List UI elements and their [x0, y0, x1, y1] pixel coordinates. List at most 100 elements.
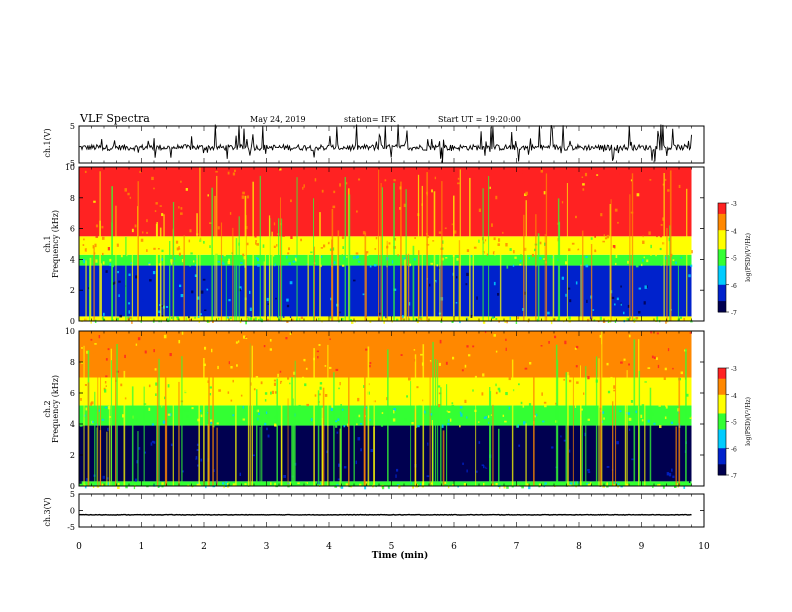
spectrogram-speck [226, 400, 230, 403]
spectrogram-speck [688, 283, 691, 287]
spectrogram-speck [316, 350, 319, 353]
spectrogram-speck [444, 227, 447, 230]
spectrogram-streak [331, 239, 333, 321]
ch2-spec-ylabel-b: Frequency (kHz) [51, 375, 60, 443]
spectrogram-speck [185, 426, 188, 429]
spectrogram-speck [478, 239, 480, 243]
spectrogram-speck [627, 203, 629, 206]
spectrogram-speck [209, 393, 212, 396]
spectrogram-speck [650, 253, 652, 256]
spectrogram-speck [161, 315, 164, 317]
spectrogram-speck [431, 189, 433, 193]
spectrogram-speck [463, 483, 466, 486]
spectrogram-speck [359, 423, 363, 425]
spectrogram-speck [356, 210, 358, 213]
spectrogram-streak [244, 195, 247, 321]
spectrogram-streak [172, 202, 175, 321]
spectrogram-speck [390, 416, 392, 420]
spectrogram-speck [368, 364, 371, 368]
spectrogram-speck [427, 235, 430, 238]
spectrogram-speck [610, 449, 614, 452]
spectrogram-speck [365, 348, 368, 351]
spectrogram-speck [393, 179, 396, 182]
spectrogram-speck [307, 225, 311, 228]
colorbar-cell [718, 408, 726, 412]
y-tick-label: 0 [70, 482, 75, 491]
spectrogram-speck [125, 484, 128, 489]
spectrogram-speck [587, 418, 590, 421]
colorbar-cell [718, 219, 726, 223]
spectrogram-speck [162, 405, 165, 410]
spectrogram-speck [629, 317, 633, 320]
spectrogram-speck [529, 362, 532, 365]
spectrogram-speck [536, 318, 539, 322]
spectrogram-speck [242, 405, 244, 409]
spectrogram-speck [462, 462, 464, 465]
spectrogram-speck [413, 357, 415, 360]
spectrogram-speck [493, 244, 495, 248]
spectrogram-speck [234, 169, 236, 172]
spectrogram-speck [311, 244, 314, 247]
x-tick-label: 9 [639, 542, 645, 552]
spectrogram-streak [251, 345, 253, 486]
spectrogram-streak [458, 240, 461, 321]
spectrogram-speck [569, 379, 572, 383]
spectrogram-speck [81, 318, 83, 322]
spectrogram-speck [250, 224, 254, 228]
colorbar-cell [718, 276, 726, 280]
spectrogram-speck [444, 316, 447, 319]
spectrogram-speck [686, 466, 689, 470]
spectrogram-speck [356, 386, 359, 390]
spectrogram-streak [137, 431, 139, 486]
spectrogram-streak [393, 182, 395, 321]
colorbar-cell [718, 368, 726, 372]
spectrogram-speck [689, 317, 692, 320]
spectrogram-speck [594, 249, 597, 253]
spectrogram-speck [258, 412, 261, 416]
spectrogram-speck [218, 317, 220, 320]
spectrogram-speck [449, 418, 452, 422]
colorbar-cell [718, 370, 726, 374]
spectrogram-speck [397, 379, 400, 383]
spectrogram-speck [577, 481, 579, 484]
spectrogram-speck [241, 195, 245, 199]
spectrogram-speck [594, 235, 596, 238]
spectrogram-speck [508, 377, 511, 381]
spectrogram-streak [143, 386, 145, 486]
spectrogram-speck [616, 434, 618, 437]
spectrogram-streak [644, 379, 646, 486]
spectrogram-speck [512, 285, 515, 288]
spectrogram-speck [597, 226, 600, 229]
spectrogram-speck [255, 257, 258, 259]
spectrogram-speck [79, 415, 82, 418]
spectrogram-speck [505, 392, 508, 396]
spectrogram-speck [212, 261, 215, 265]
spectrogram-speck [117, 482, 120, 486]
spectrogram-speck [337, 418, 340, 421]
colorbar-cell [718, 262, 726, 267]
colorbar-cell [718, 421, 726, 425]
spectrogram-speck [179, 284, 182, 288]
spectrogram-speck [102, 261, 105, 265]
spectrogram-speck [638, 287, 642, 290]
spectrogram-streak [437, 360, 439, 486]
spectrogram-speck [672, 451, 675, 454]
spectrogram-streak [453, 195, 455, 321]
spectrogram-speck [514, 256, 517, 259]
spectrogram-speck [667, 258, 669, 262]
spectrogram-streak [404, 260, 406, 321]
spectrogram-speck [580, 408, 583, 411]
spectrogram-speck [134, 224, 137, 228]
start-time-label: Start UT = 19:20:00 [438, 115, 521, 124]
spectrogram-speck [124, 188, 128, 192]
spectrogram-speck [509, 177, 511, 180]
spectrogram-speck [681, 332, 685, 335]
spectrogram-speck [110, 229, 113, 233]
colorbar-cell [718, 437, 726, 441]
spectrogram-speck [612, 484, 615, 487]
spectrogram-speck [354, 247, 358, 251]
spectrogram-speck [303, 358, 306, 362]
spectrogram-streak [344, 177, 346, 321]
spectrogram-speck [324, 365, 327, 367]
